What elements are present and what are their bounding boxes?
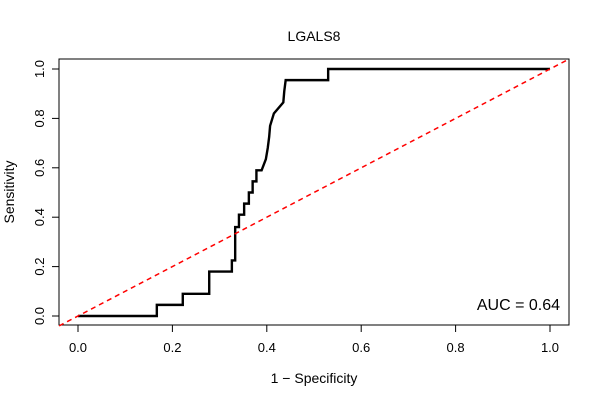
reference-diagonal-line <box>58 58 570 327</box>
x-tick-label: 1.0 <box>541 340 559 355</box>
y-tick-label: 0.8 <box>32 109 47 127</box>
x-tick-label: 0.2 <box>163 340 181 355</box>
y-tick-label: 1.0 <box>32 60 47 78</box>
y-tick-label: 0.2 <box>32 258 47 276</box>
y-tick-label: 0.6 <box>32 159 47 177</box>
roc-curve-line <box>78 67 550 318</box>
x-tick-label: 0.8 <box>447 340 465 355</box>
x-tick-label: 0.6 <box>352 340 370 355</box>
y-tick-label: 0.4 <box>32 208 47 226</box>
x-axis: 0.0 0.2 0.4 0.6 0.8 1.0 <box>69 325 559 355</box>
y-axis: 0.0 0.2 0.4 0.6 0.8 1.0 <box>32 60 59 325</box>
series-group <box>58 58 570 327</box>
y-tick-label: 0.0 <box>32 307 47 325</box>
x-tick-label: 0.4 <box>258 340 276 355</box>
x-axis-label: 1 − Specificity <box>271 370 358 386</box>
plot-frame <box>58 58 570 326</box>
x-tick-label: 0.0 <box>69 340 87 355</box>
chart-title: LGALS8 <box>288 28 341 44</box>
y-axis-label: Sensitivity <box>1 160 17 223</box>
auc-annotation: AUC = 0.64 <box>477 297 560 314</box>
